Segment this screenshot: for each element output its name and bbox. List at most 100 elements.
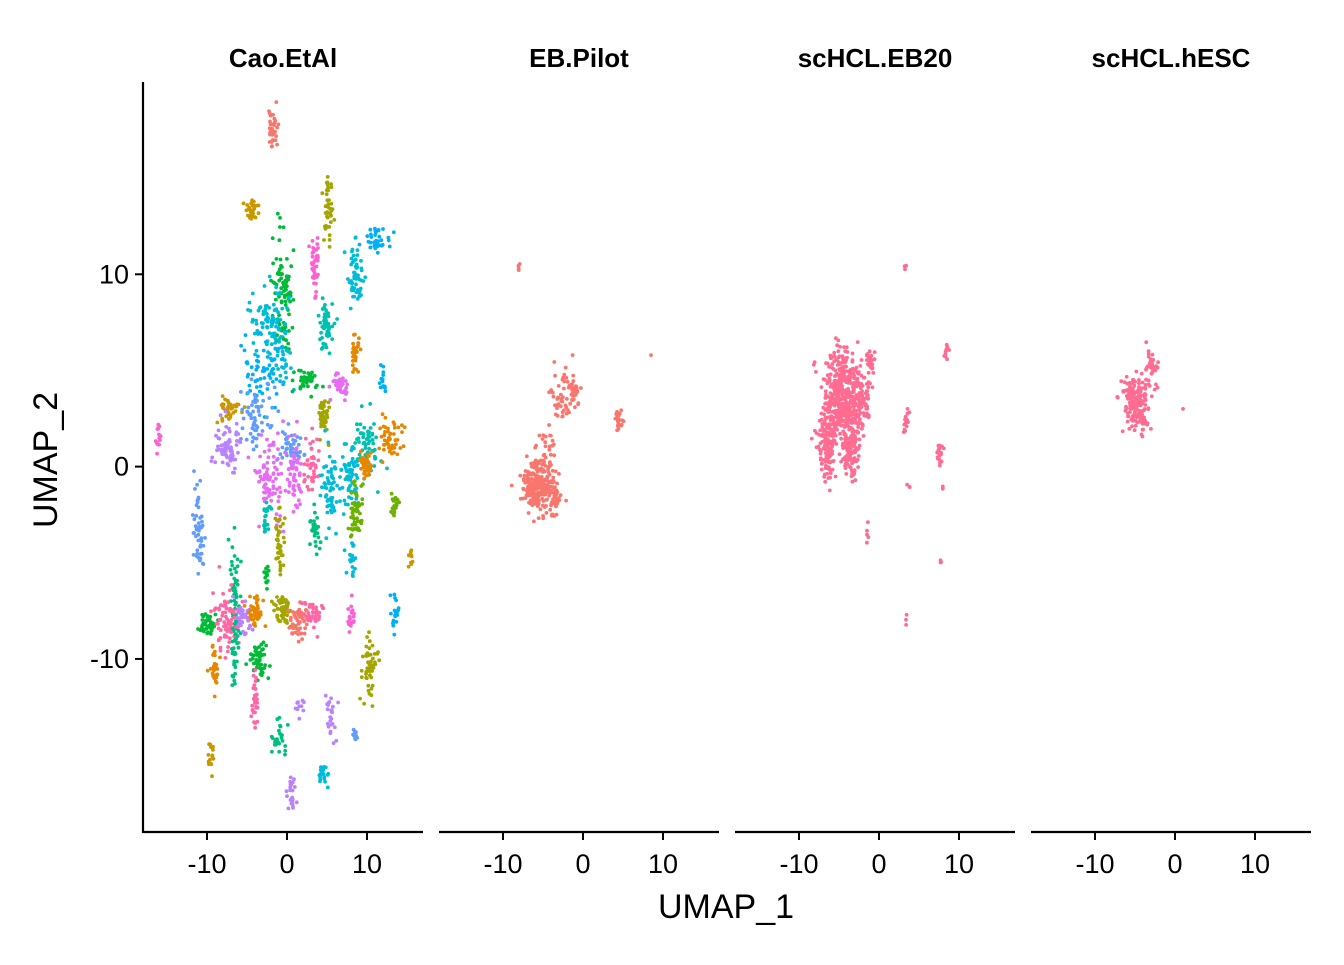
data-point [329, 696, 333, 701]
data-point [1132, 428, 1137, 433]
data-point [254, 650, 259, 655]
data-point [1127, 426, 1132, 431]
data-point [1181, 407, 1185, 411]
data-point [272, 334, 277, 339]
data-point [253, 395, 258, 400]
data-point [232, 622, 237, 626]
data-point [865, 528, 869, 533]
data-point [939, 560, 943, 564]
data-point [274, 392, 279, 396]
data-point [823, 445, 827, 450]
data-point [280, 306, 285, 311]
data-point [194, 534, 198, 539]
data-point [216, 626, 221, 631]
data-point [236, 645, 241, 650]
data-point [271, 479, 275, 484]
data-point [835, 343, 839, 348]
data-point [576, 401, 581, 406]
facet-title: scHCL.EB20 [798, 43, 953, 73]
data-point [530, 492, 535, 497]
data-point [281, 615, 285, 620]
data-point [362, 469, 367, 474]
data-point [867, 349, 872, 354]
data-point [318, 493, 323, 498]
data-point [270, 492, 275, 497]
data-point [214, 433, 218, 438]
data-point [380, 460, 385, 465]
data-point [256, 409, 261, 414]
data-point [235, 557, 240, 562]
data-point [288, 450, 293, 455]
data-point [311, 261, 316, 266]
data-point [190, 513, 195, 517]
data-point [252, 203, 257, 208]
data-point [266, 316, 271, 321]
data-point [525, 490, 530, 495]
data-point [275, 320, 279, 325]
data-point [860, 383, 865, 388]
data-point [562, 386, 566, 391]
data-point [547, 447, 552, 452]
data-point [253, 379, 258, 384]
data-point [279, 286, 284, 291]
data-point [289, 366, 293, 370]
data-point [540, 437, 545, 441]
data-point [354, 486, 359, 491]
data-point [353, 737, 358, 742]
data-point [229, 617, 234, 622]
data-point [365, 234, 370, 239]
data-point [383, 430, 387, 434]
data-point [267, 448, 272, 453]
data-point [297, 368, 301, 373]
data-point [358, 696, 362, 701]
data-point [901, 430, 906, 434]
data-point [353, 483, 357, 488]
data-point [241, 608, 245, 613]
data-point [327, 198, 331, 203]
data-point [306, 611, 311, 616]
data-point [342, 498, 347, 503]
data-point [843, 466, 848, 470]
data-point [243, 631, 248, 636]
data-point [315, 437, 319, 442]
data-point [344, 442, 348, 446]
data-point [354, 733, 358, 738]
data-point [332, 321, 337, 326]
data-point [286, 341, 291, 346]
data-point [282, 516, 287, 520]
data-point [570, 353, 575, 357]
data-point [358, 458, 362, 462]
data-point [361, 279, 366, 283]
data-point [537, 433, 542, 438]
data-point [319, 400, 324, 405]
data-point [323, 303, 327, 307]
data-point [298, 502, 302, 507]
data-point [271, 280, 276, 285]
data-point [302, 462, 307, 466]
data-point [285, 441, 289, 446]
data-point [369, 659, 373, 664]
data-point [274, 527, 279, 531]
data-point [335, 317, 339, 321]
data-point [360, 654, 365, 659]
data-point [551, 394, 556, 399]
data-point [323, 399, 327, 404]
data-point [238, 616, 242, 620]
data-point [210, 753, 215, 758]
data-point [294, 467, 299, 472]
data-point [302, 700, 306, 705]
facet-panel: scHCL.hESC-10 0 10 [1031, 43, 1311, 879]
data-point [828, 399, 832, 404]
data-point [266, 568, 271, 573]
data-point [341, 512, 346, 516]
data-point [231, 411, 236, 415]
data-point [844, 369, 848, 374]
data-point [380, 412, 385, 417]
data-point [557, 472, 561, 476]
data-point [846, 369, 851, 374]
data-point [283, 752, 287, 757]
data-point [291, 486, 296, 491]
data-point [209, 459, 214, 463]
data-point [252, 331, 257, 336]
data-point [843, 437, 847, 441]
